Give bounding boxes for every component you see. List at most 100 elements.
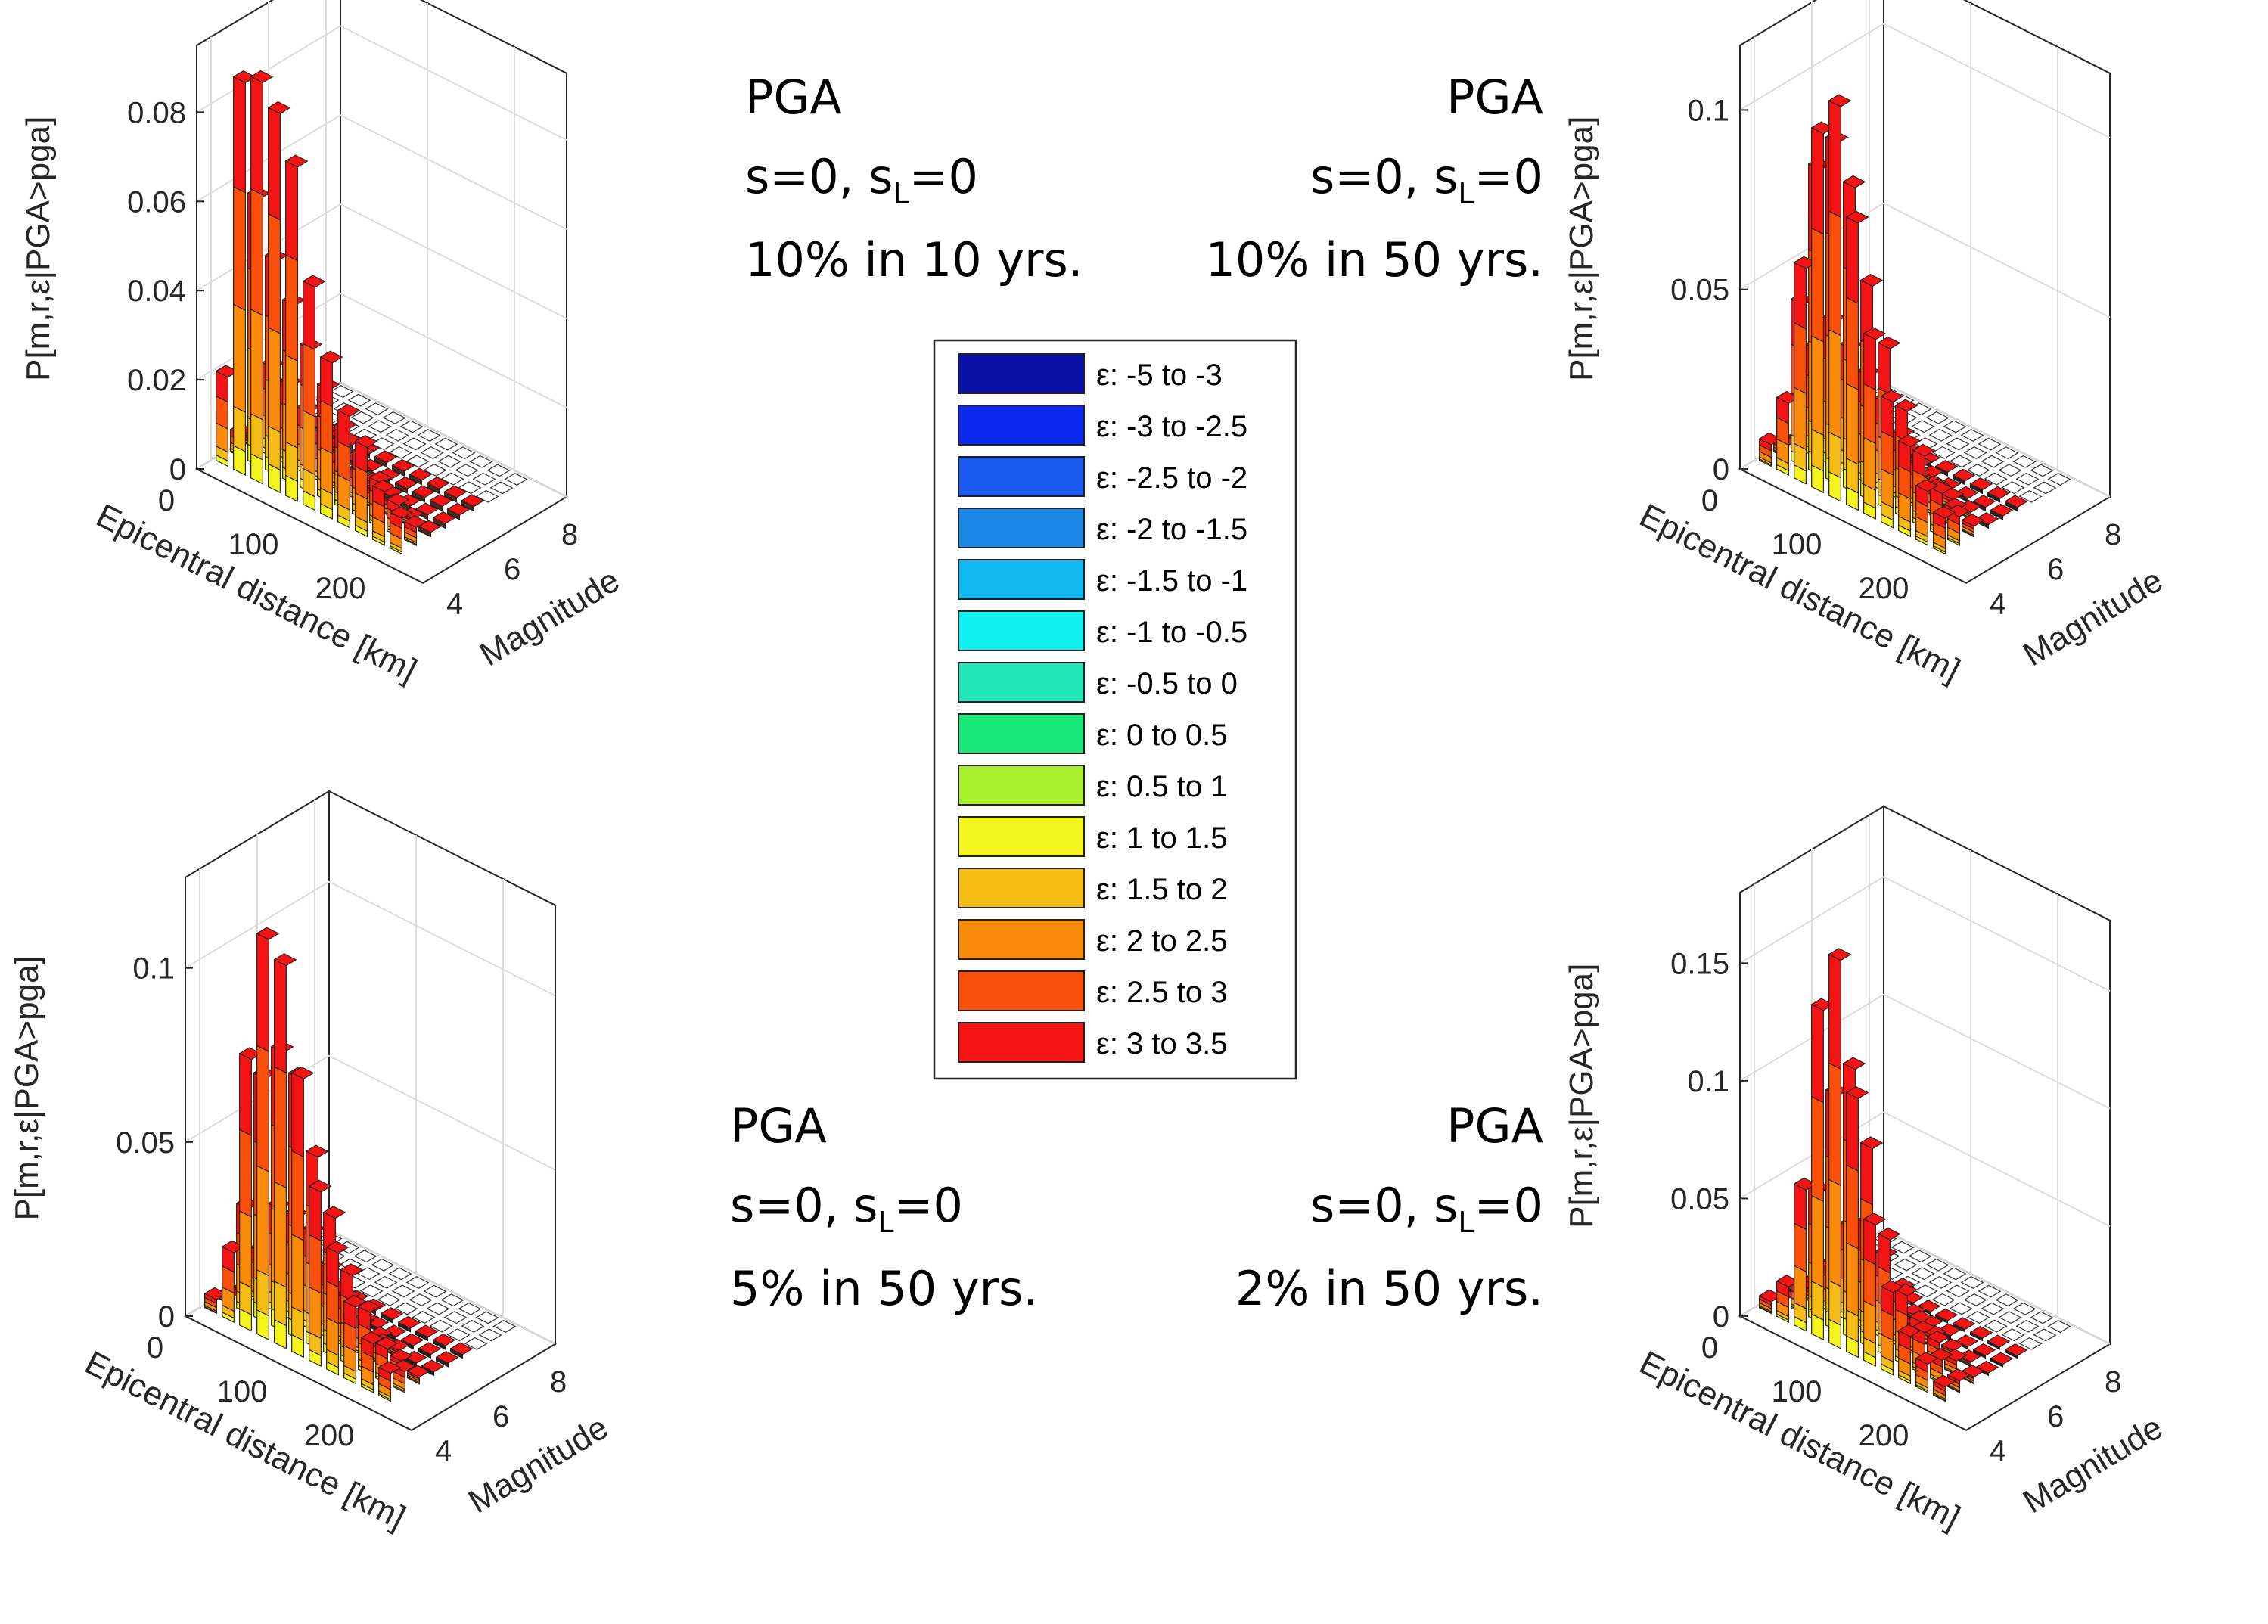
bar-top bbox=[1961, 514, 1985, 527]
bar-segment-front bbox=[285, 354, 298, 449]
bar-segment-front bbox=[1881, 395, 1894, 438]
legend-swatch bbox=[958, 919, 1085, 960]
bar-segment-front bbox=[309, 1286, 322, 1340]
legend-swatch bbox=[958, 559, 1085, 600]
legend-box bbox=[933, 339, 1297, 1080]
bar-top bbox=[1897, 1324, 1922, 1337]
legend-label: ε: 3 to 3.5 bbox=[1096, 1027, 1228, 1060]
bar-top bbox=[1955, 486, 1979, 499]
legend: ε: -5 to -3 ε: -3 to -2.5 ε: -2.5 to -2 ε: … bbox=[933, 339, 1297, 1080]
empty-bin bbox=[1978, 437, 2002, 451]
empty-bin bbox=[377, 1293, 401, 1306]
empty-bin bbox=[1984, 472, 2008, 486]
r-tick-label: 0 bbox=[1701, 1331, 1718, 1365]
bar-segment-front bbox=[268, 107, 281, 221]
empty-bin bbox=[1960, 429, 1984, 442]
bar-top bbox=[1863, 1213, 1887, 1226]
bar-segment-front bbox=[1863, 333, 1876, 391]
empty-bin bbox=[350, 411, 374, 424]
bar-top bbox=[1987, 1334, 2011, 1348]
bar-top bbox=[1972, 1343, 1996, 1356]
bar-segment-front bbox=[250, 188, 263, 316]
empty-bin bbox=[1949, 1302, 1973, 1315]
legend-label: ε: -2 to -1.5 bbox=[1096, 513, 1247, 546]
bar-segment-front bbox=[326, 1317, 339, 1356]
bar-segment-front bbox=[303, 343, 315, 418]
bar-segment-front bbox=[1794, 387, 1807, 451]
bar-segment-front bbox=[1846, 383, 1859, 465]
empty-bin bbox=[1914, 1284, 1938, 1298]
bar-top bbox=[1926, 1331, 1950, 1344]
empty-bin bbox=[412, 1311, 436, 1324]
panels: 0 0.02 0.04 0.06 0.08 P[m,r,ε|PGA>pga] 0 100 200… bbox=[8, 0, 2169, 1536]
empty-bin bbox=[1931, 446, 1956, 459]
empty-bin bbox=[1908, 1250, 1932, 1263]
m-tick-label: 4 bbox=[446, 587, 463, 620]
annotation-title: PGA bbox=[1446, 1098, 1543, 1154]
annotation-probability: 5% in 50 yrs. bbox=[730, 1261, 1038, 1316]
bar-top bbox=[1975, 512, 1999, 526]
bar-segment-front bbox=[1828, 1062, 1841, 1187]
empty-bin bbox=[2018, 1337, 2043, 1350]
annotation-s-subscript: L bbox=[878, 1206, 893, 1239]
legend-swatch bbox=[958, 970, 1085, 1011]
empty-bin bbox=[1928, 1275, 1953, 1289]
bar-segment-front bbox=[256, 1268, 269, 1317]
empty-bin bbox=[1995, 1293, 2019, 1307]
z-tick-label: 0.06 bbox=[127, 185, 186, 219]
bar-top bbox=[412, 485, 436, 498]
m-tick-label: 6 bbox=[504, 553, 520, 586]
annotation-s-subscript: L bbox=[1458, 1206, 1474, 1239]
empty-bin bbox=[399, 420, 424, 433]
chart-panel-1: 0 0.02 0.04 0.06 0.08 P[m,r,ε|PGA>pga] 0 100 200… bbox=[20, 0, 1083, 689]
bar-top bbox=[256, 927, 280, 940]
bar-segment-front bbox=[1828, 431, 1841, 479]
empty-bin bbox=[1978, 1284, 2002, 1298]
z-gridline bbox=[1739, 23, 2111, 139]
m-tick-label: 4 bbox=[435, 1434, 452, 1467]
bar-segment-front bbox=[1828, 328, 1841, 439]
m-axis-label: Magnitude bbox=[462, 1408, 614, 1520]
bar-segment-front bbox=[320, 446, 333, 495]
bar-top bbox=[461, 494, 485, 508]
r-tick-label: 100 bbox=[1772, 1375, 1822, 1408]
bar-segment-front bbox=[1860, 1141, 1873, 1206]
bar-top bbox=[1990, 503, 2014, 517]
bar-top bbox=[1912, 443, 1936, 457]
legend-label: ε: 0 to 0.5 bbox=[1096, 719, 1228, 752]
legend-swatch bbox=[958, 816, 1085, 857]
bar-segment-front bbox=[1863, 436, 1876, 492]
bar-segment-front bbox=[268, 327, 281, 433]
bar-top bbox=[400, 1333, 424, 1346]
bar-segment-front bbox=[250, 76, 263, 196]
legend-label: ε: -3 to -2.5 bbox=[1096, 410, 1247, 443]
empty-bin bbox=[353, 1250, 377, 1263]
bar-segment-front bbox=[326, 1246, 339, 1288]
legend-swatch bbox=[958, 456, 1085, 497]
z-tick-label: 0.05 bbox=[1670, 1182, 1729, 1216]
bar-top bbox=[343, 1294, 367, 1308]
bar-segment-front bbox=[1794, 1183, 1807, 1231]
r-tick-label: 0 bbox=[158, 484, 175, 517]
m-tick-label: 4 bbox=[1990, 1434, 2006, 1467]
bar-segment-front bbox=[309, 1185, 322, 1242]
empty-bin bbox=[405, 455, 430, 468]
empty-bin bbox=[394, 1302, 418, 1315]
empty-bin bbox=[472, 472, 496, 486]
z-tick-label: 0 bbox=[1713, 453, 1729, 486]
z-tick-label: 0.04 bbox=[127, 275, 186, 308]
bar-top bbox=[374, 450, 398, 464]
empty-bin bbox=[446, 1328, 471, 1342]
empty-bin bbox=[478, 1328, 502, 1342]
empty-bin bbox=[1963, 1293, 1987, 1306]
annotation-s-prefix: s=0, s bbox=[730, 1178, 878, 1233]
bar-segment-front bbox=[1794, 1222, 1807, 1273]
bar-top bbox=[1915, 479, 1939, 492]
bar-segment-front bbox=[1811, 227, 1824, 343]
z-gridline bbox=[185, 1054, 556, 1171]
z-tick-label: 0.1 bbox=[132, 952, 175, 986]
bar-segment-front bbox=[233, 76, 246, 194]
bar-top bbox=[322, 1206, 346, 1219]
empty-bin bbox=[420, 446, 444, 459]
bar-segment-front bbox=[1878, 342, 1891, 395]
